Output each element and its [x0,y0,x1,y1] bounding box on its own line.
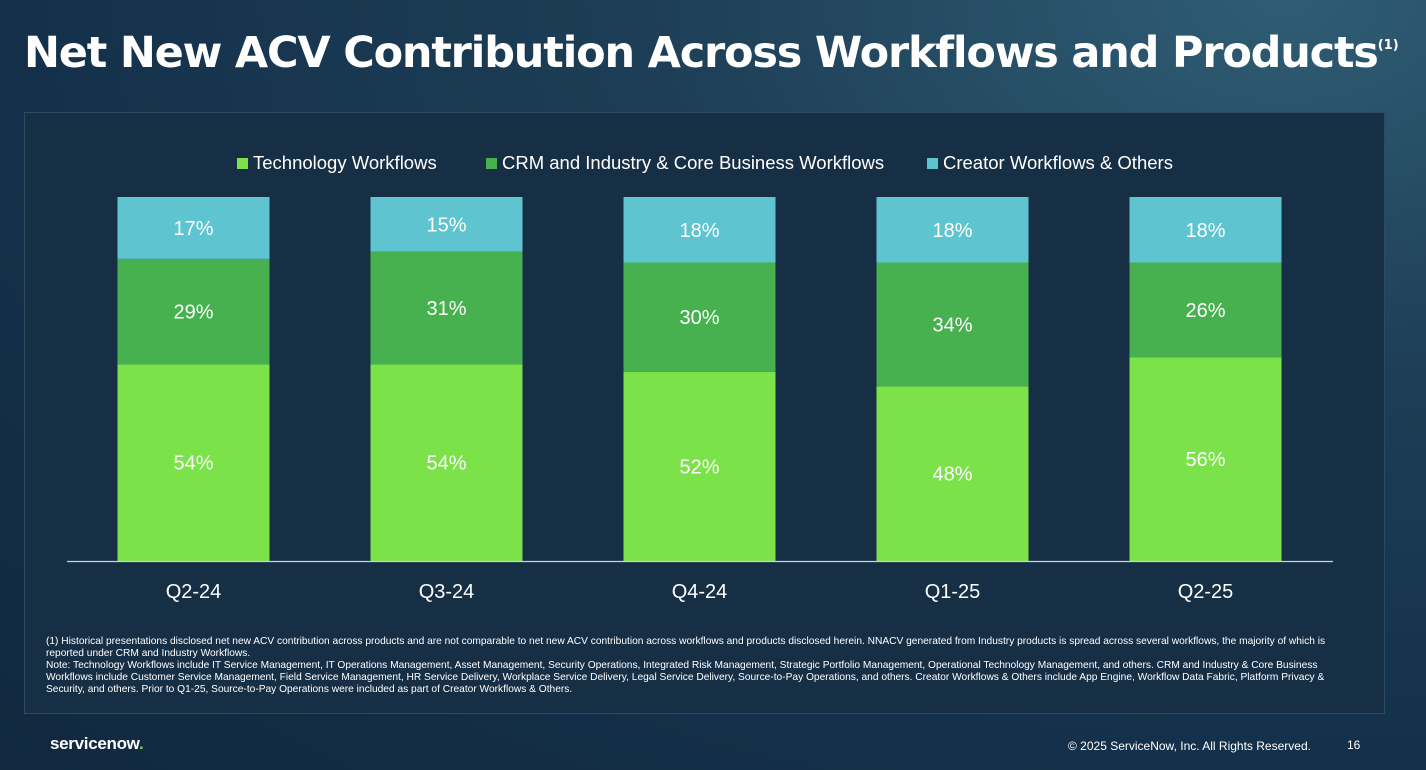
bar-segment-q4-24-series-2 [623,197,776,263]
data-label-q2-24-series-2: 17% [173,218,213,240]
data-label-q3-24-series-2: 15% [426,214,466,236]
data-label-q2-24-series-0: 54% [173,453,213,475]
x-tick-label-q2-24: Q2-24 [166,581,222,603]
bar-segment-q3-24-series-2 [370,197,523,252]
bar-segment-q2-24-series-2 [117,197,270,259]
legend-swatch-crm [486,158,497,169]
legend-label-creator: Creator Workflows & Others [943,152,1173,173]
footnote-note: Note: Technology Workflows include IT Se… [46,660,1325,695]
bar-segment-q4-24-series-0 [623,371,776,561]
bar-segment-q2-25-series-2 [1129,197,1282,263]
title-footnote-marker: (1) [1377,38,1399,53]
stacked-bar-chart: 54% 29% 17% Q2-24 54% 31% 15% Q3-24 52% 30% 18% Q4-… [67,197,1333,603]
legend-label-technology: Technology Workflows [253,152,437,173]
data-label-q4-24-series-0: 52% [679,456,719,478]
bar-segment-q4-24-series-1 [623,262,776,372]
data-label-q4-24-series-1: 30% [679,307,719,329]
footnotes: (1) Historical presentations disclosed n… [46,636,1346,696]
title-text: Net New ACV Contribution Across Workflow… [24,28,1379,78]
x-tick-label-q2-25: Q2-25 [1178,581,1234,603]
page-number: 16 [1347,738,1361,752]
bar-segment-q3-24-series-1 [370,251,523,365]
data-label-q2-25-series-0: 56% [1185,449,1225,471]
bar-segment-q1-25-series-0 [876,386,1029,561]
data-label-q2-25-series-1: 26% [1185,300,1225,322]
bar-segment-q3-24-series-0 [370,364,523,561]
data-label-q2-25-series-2: 18% [1185,220,1225,242]
slide-title: Net New ACV Contribution Across Workflow… [24,28,1399,78]
data-label-q1-25-series-1: 34% [932,314,972,336]
chart-legend: Technology Workflows CRM and Industry & … [0,152,1426,178]
legend-item-creator: Creator Workflows & Others [927,152,1173,174]
legend-swatch-creator [927,158,938,169]
legend-item-crm: CRM and Industry & Core Business Workflo… [486,152,884,174]
data-label-q3-24-series-0: 54% [426,453,466,475]
data-label-q2-24-series-1: 29% [173,302,213,324]
data-label-q3-24-series-1: 31% [426,298,466,320]
logo-dot: . [138,734,144,753]
logo-text: servicenow [50,734,139,753]
bar-segment-q2-24-series-0 [117,364,270,561]
bar-segment-q1-25-series-2 [876,197,1029,263]
footnote-1: (1) Historical presentations disclosed n… [46,636,1326,659]
copyright-text: © 2025 ServiceNow, Inc. All Rights Reser… [1068,739,1311,753]
data-label-q1-25-series-0: 48% [932,464,972,486]
bar-segment-q2-25-series-0 [1129,357,1282,561]
legend-item-technology: Technology Workflows [237,152,437,174]
bar-segment-q1-25-series-1 [876,262,1029,387]
x-tick-label-q3-24: Q3-24 [419,581,475,603]
bar-segment-q2-25-series-1 [1129,262,1282,358]
bar-segment-q2-24-series-1 [117,258,270,365]
legend-label-crm: CRM and Industry & Core Business Workflo… [502,152,885,173]
x-tick-label-q1-25: Q1-25 [925,581,981,603]
servicenow-logo: servicenow. [50,734,144,754]
data-label-q4-24-series-2: 18% [679,220,719,242]
legend-swatch-technology [237,158,248,169]
data-label-q1-25-series-2: 18% [932,220,972,242]
x-tick-label-q4-24: Q4-24 [672,581,728,603]
